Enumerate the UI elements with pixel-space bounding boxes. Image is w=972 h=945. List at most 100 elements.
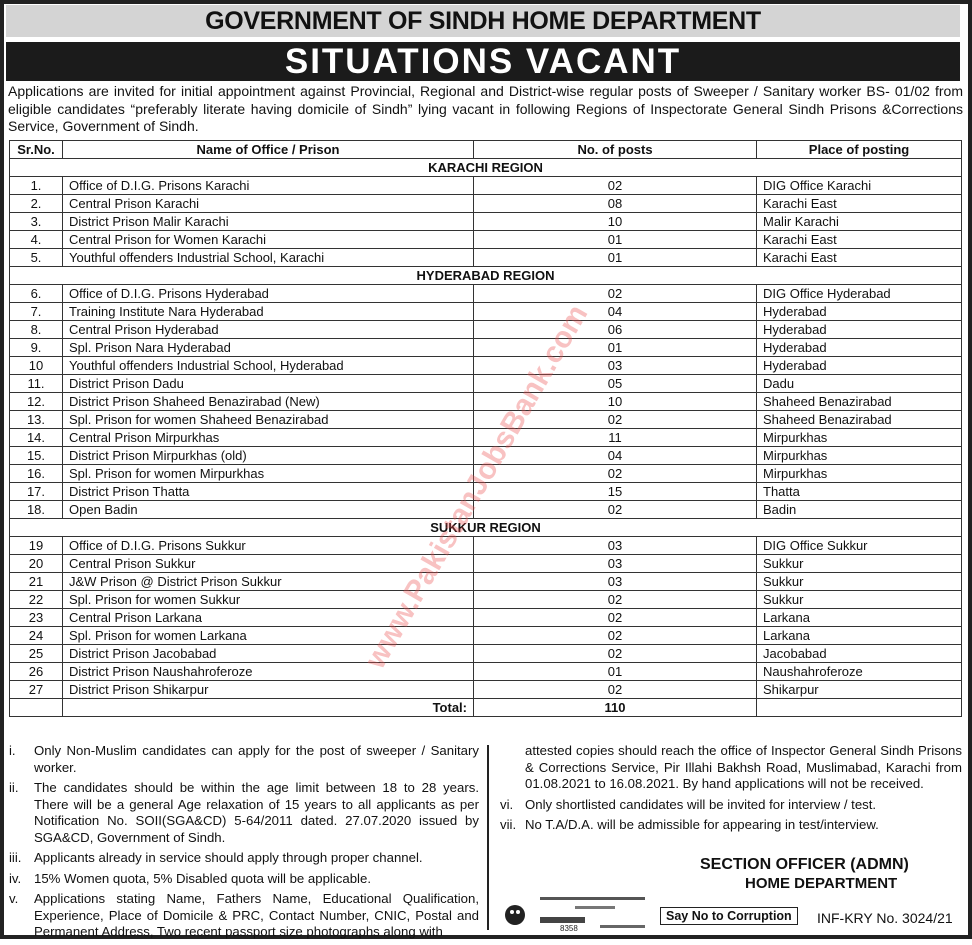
logo-number: 8358: [560, 924, 578, 933]
posts-cell: 02: [473, 500, 757, 519]
region-heading: SUKKUR REGION: [9, 518, 962, 537]
office-name-cell: Central Prison Karachi: [62, 194, 474, 213]
table-row: 6. Office of D.I.G. Prisons Hyderabad 02 DI…: [9, 284, 962, 303]
sr-no-cell: 9.: [9, 338, 63, 357]
table-row: 8. Central Prison Hyderabad 06 Hyderabad: [9, 320, 962, 339]
table-row: 27 District Prison Shikarpur 02 Shikarpur: [9, 680, 962, 699]
office-name-cell: Spl. Prison for women Larkana: [62, 626, 474, 645]
office-name-cell: District Prison Shaheed Benazirabad (New…: [62, 392, 474, 411]
sr-no-cell: 7.: [9, 302, 63, 321]
note-text: Applicants already in service should app…: [34, 850, 423, 865]
sr-no-cell: 8.: [9, 320, 63, 339]
sr-no-cell: 3.: [9, 212, 63, 231]
posting-place-cell: Dadu: [756, 374, 962, 393]
table-row: 10 Youthful offenders Industrial School, …: [9, 356, 962, 375]
note-item: iii. Applicants already in service should…: [9, 850, 479, 867]
posting-place-cell: Karachi East: [756, 230, 962, 249]
note-text: attested copies should reach the office …: [525, 743, 962, 791]
posting-place-cell: Malir Karachi: [756, 212, 962, 231]
posting-place-cell: Shaheed Benazirabad: [756, 410, 962, 429]
table-row: 24 Spl. Prison for women Larkana 02 Larkana: [9, 626, 962, 645]
posting-place-cell: Mirpurkhas: [756, 464, 962, 483]
posts-cell: 08: [473, 194, 757, 213]
office-name-cell: Central Prison Sukkur: [62, 554, 474, 573]
posting-place-cell: DIG Office Hyderabad: [756, 284, 962, 303]
office-name-cell: Training Institute Nara Hyderabad: [62, 302, 474, 321]
sr-no-cell: 23: [9, 608, 63, 627]
posting-place-cell: Naushahroferoze: [756, 662, 962, 681]
table-row: 13. Spl. Prison for women Shaheed Benazir…: [9, 410, 962, 429]
sr-no-cell: 6.: [9, 284, 63, 303]
sr-no-cell: 22: [9, 590, 63, 609]
office-name-cell: District Prison Naushahroferoze: [62, 662, 474, 681]
sr-no-cell: 27: [9, 680, 63, 699]
vacancy-table: Sr.No. Name of Office / Prison No. of po…: [9, 140, 962, 717]
posts-cell: 03: [473, 356, 757, 375]
note-marker: v.: [9, 891, 19, 906]
posts-cell: 04: [473, 446, 757, 465]
region-row: SUKKUR REGION: [9, 518, 962, 537]
intro-paragraph: Applications are invited for initial app…: [8, 83, 963, 134]
sr-no-cell: 1.: [9, 176, 63, 195]
posting-place-cell: Hyderabad: [756, 356, 962, 375]
column-divider: [487, 745, 489, 930]
office-name-cell: Youthful offenders Industrial School, Ka…: [62, 248, 474, 267]
note-text: 15% Women quota, 5% Disabled quota will …: [34, 870, 371, 886]
office-name-cell: Office of D.I.G. Prisons Sukkur: [62, 536, 474, 555]
sr-no-cell: 10: [9, 356, 63, 375]
note-marker: ii.: [9, 780, 19, 795]
signatory-department: HOME DEPARTMENT: [745, 875, 898, 892]
table-row: 26 District Prison Naushahroferoze 01 Naush…: [9, 662, 962, 681]
posting-place-cell: Larkana: [756, 608, 962, 627]
posting-place-cell: Karachi East: [756, 194, 962, 213]
sr-no-cell: 5.: [9, 248, 63, 267]
region-heading: KARACHI REGION: [9, 158, 962, 177]
office-name-cell: J&W Prison @ District Prison Sukkur: [62, 572, 474, 591]
department-heading: GOVERNMENT OF SINDH HOME DEPARTMENT: [6, 5, 960, 37]
sr-no-cell: 19: [9, 536, 63, 555]
sr-no-cell: 26: [9, 662, 63, 681]
reference-number: INF-KRY No. 3024/21: [817, 910, 953, 926]
note-marker: vi.: [500, 796, 514, 812]
sr-no-cell: 2.: [9, 194, 63, 213]
office-name-cell: Spl. Prison for women Shaheed Benaziraba…: [62, 410, 474, 429]
office-name-cell: Spl. Prison Nara Hyderabad: [62, 338, 474, 357]
table-row: 4. Central Prison for Women Karachi 01 Kara…: [9, 230, 962, 249]
table-row: 11. District Prison Dadu 05 Dadu: [9, 374, 962, 393]
table-header-row: Sr.No. Name of Office / Prison No. of po…: [9, 140, 962, 159]
posts-cell: 02: [473, 626, 757, 645]
note-text: Only Non-Muslim candidates can apply for…: [34, 743, 479, 775]
col-header-place: Place of posting: [756, 140, 962, 159]
sr-no-cell: 15.: [9, 446, 63, 465]
office-name-cell: District Prison Jacobabad: [62, 644, 474, 663]
notes-right: attested copies should reach the office …: [500, 743, 962, 838]
note-marker: i.: [9, 743, 16, 758]
posting-place-cell: Mirpurkhas: [756, 446, 962, 465]
col-header-posts: No. of posts: [473, 140, 757, 159]
note-item: vii. No T.A/D.A. will be admissible for a…: [500, 817, 962, 834]
posts-cell: 03: [473, 554, 757, 573]
table-row: 7. Training Institute Nara Hyderabad 04 Hyd…: [9, 302, 962, 321]
sr-no-cell: 18.: [9, 500, 63, 519]
table-row: 12. District Prison Shaheed Benazirabad (…: [9, 392, 962, 411]
table-row: 9. Spl. Prison Nara Hyderabad 01 Hyderabad: [9, 338, 962, 357]
sr-no-cell: 16.: [9, 464, 63, 483]
note-marker: iii.: [9, 850, 22, 865]
office-name-cell: Youthful offenders Industrial School, Hy…: [62, 356, 474, 375]
posting-place-cell: Jacobabad: [756, 644, 962, 663]
sr-no-cell: 4.: [9, 230, 63, 249]
sr-no-cell: 24: [9, 626, 63, 645]
total-value: 110: [473, 698, 757, 717]
page-title: SITUATIONS VACANT: [6, 42, 960, 81]
office-name-cell: Central Prison for Women Karachi: [62, 230, 474, 249]
office-name-cell: Spl. Prison for women Mirpurkhas: [62, 464, 474, 483]
posts-cell: 03: [473, 572, 757, 591]
posting-place-cell: Hyderabad: [756, 302, 962, 321]
empty-cell: [756, 698, 962, 717]
note-text: The candidates should be within the age …: [34, 780, 479, 845]
sr-no-cell: 11.: [9, 374, 63, 393]
posts-cell: 10: [473, 392, 757, 411]
posts-cell: 02: [473, 680, 757, 699]
office-name-cell: Open Badin: [62, 500, 474, 519]
